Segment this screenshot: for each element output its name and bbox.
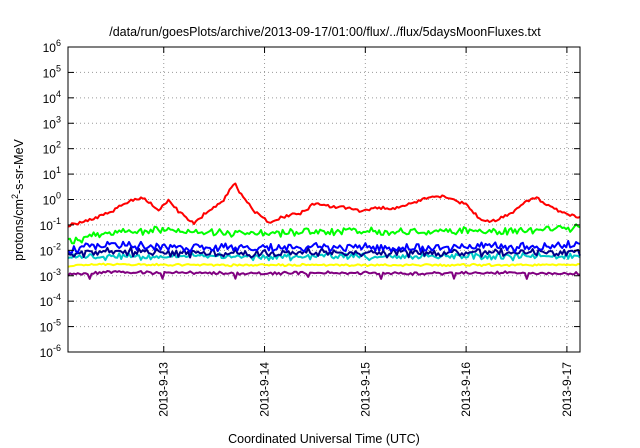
x-tick-label: 2013-9-13 (157, 362, 171, 417)
x-axis-label: Coordinated Universal Time (UTC) (228, 432, 420, 446)
y-tick-labels: 10-6 10-5 10-4 10-3 10-2 10-1 100 101 102 103 104 1… (40, 38, 580, 360)
y-tick-label: 10-3 (40, 267, 61, 284)
x-tick-label: 2013-9-14 (258, 362, 272, 417)
y-axis-label: protons/cm2-s-sr-MeV (10, 138, 26, 260)
x-tick-label: 2013-9-17 (560, 362, 574, 417)
y-tick-label: 102 (43, 140, 61, 157)
y-tick-label: 106 (43, 38, 61, 55)
series-line (67, 270, 581, 280)
y-tick-label: 10-4 (40, 292, 61, 309)
y-tick-label: 101 (43, 165, 61, 182)
x-tick-label: 2013-9-16 (459, 362, 473, 417)
y-tick-label: 105 (43, 63, 61, 80)
y-tick-label: 100 (43, 191, 61, 208)
y-tick-label: 104 (43, 89, 61, 106)
y-tick-label: 10-5 (40, 318, 61, 335)
series-lines (67, 182, 581, 280)
series-line (67, 240, 581, 254)
x-tick-label: 2013-9-15 (358, 362, 372, 417)
y-tick-label: 10-1 (40, 216, 61, 233)
series-line (67, 223, 581, 245)
series-line (67, 182, 581, 228)
y-tick-label: 103 (43, 114, 61, 131)
series-line (67, 251, 581, 262)
series-line (67, 262, 581, 268)
x-tick-labels: 2013-9-13 2013-9-14 2013-9-15 2013-9-16 2013… (157, 47, 574, 417)
y-tick-label: 10-2 (40, 241, 61, 258)
y-tick-label: 10-6 (40, 343, 61, 360)
chart-title: /data/run/goesPlots/archive/2013-09-17/0… (109, 25, 541, 39)
series-line (67, 246, 581, 259)
